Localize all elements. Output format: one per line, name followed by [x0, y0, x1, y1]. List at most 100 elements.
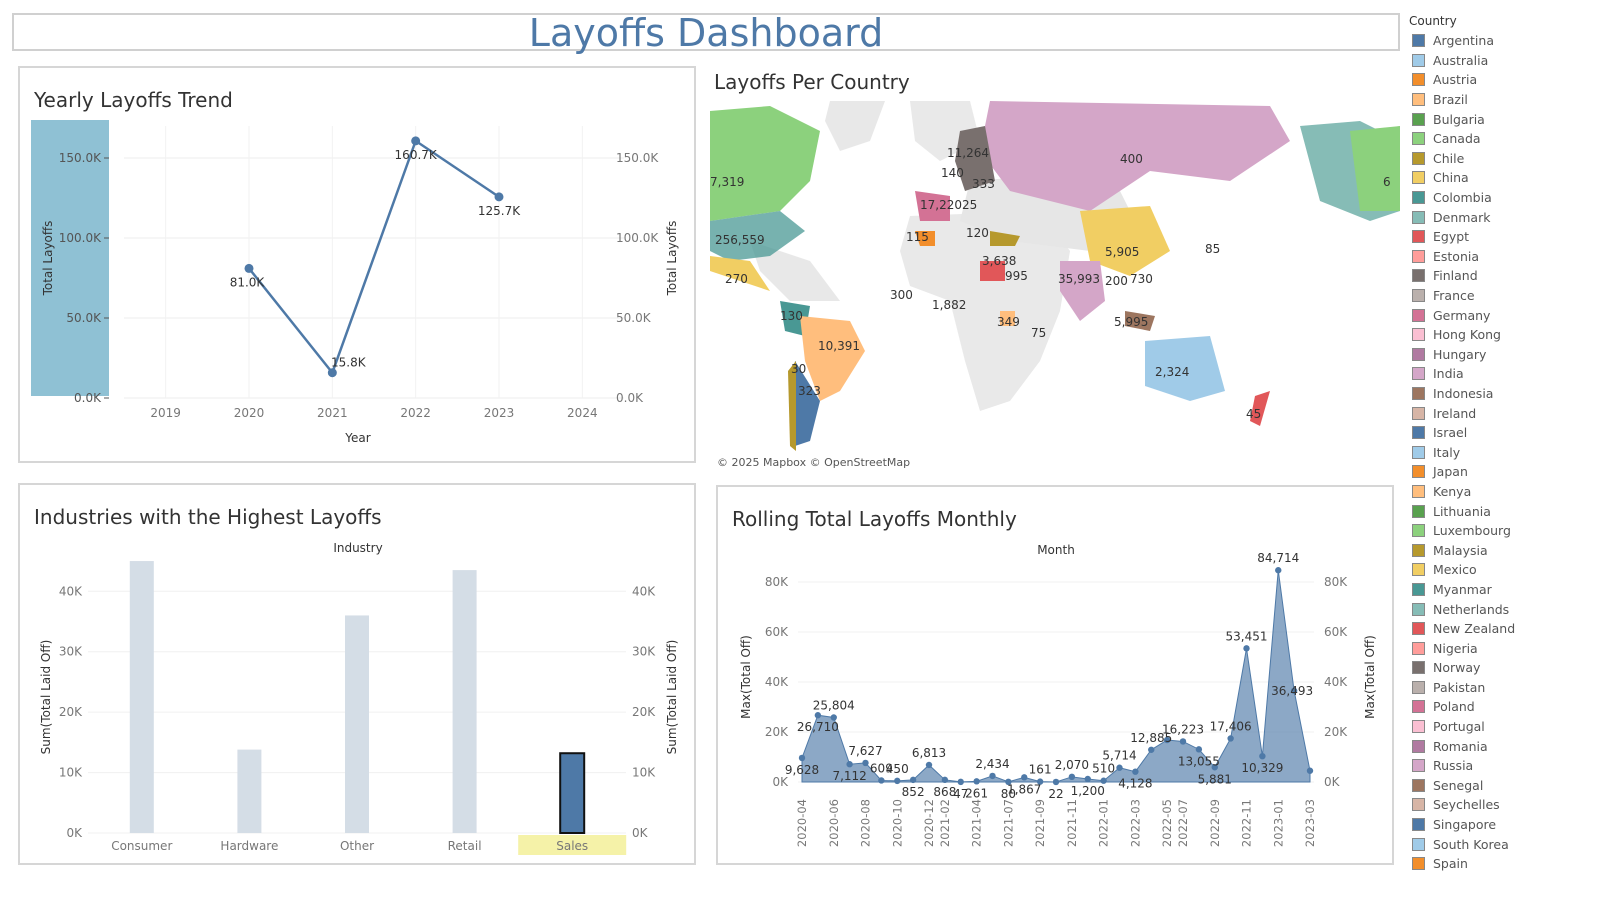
x-axis-title: Year	[344, 431, 370, 445]
legend-item[interactable]: Germany	[1409, 305, 1599, 325]
legend-item[interactable]: Netherlands	[1409, 599, 1599, 619]
legend-item[interactable]: Hong Kong	[1409, 325, 1599, 345]
legend-item[interactable]: Austria	[1409, 70, 1599, 90]
rolling-data-label: 36,493	[1271, 684, 1313, 698]
legend-item[interactable]: Spain	[1409, 854, 1599, 874]
rolling-point	[798, 754, 806, 762]
rolling-point	[1116, 764, 1123, 771]
map-country-label: 1,882	[932, 298, 966, 312]
x-tick-label: 2021	[317, 406, 348, 420]
legend-item[interactable]: Nigeria	[1409, 638, 1599, 658]
trend-point	[411, 136, 421, 146]
yearly-trend-panel[interactable]: Yearly Layoffs Trend 0.0K 0.0K 50.0K 50.0K 1…	[18, 66, 696, 463]
yearly-trend-chart[interactable]: 0.0K 0.0K 50.0K 50.0K 100.0K 100.0K 150.0K 150.…	[20, 68, 696, 463]
rolling-data-label: 1,867	[1007, 782, 1041, 796]
legend-item[interactable]: Russia	[1409, 756, 1599, 776]
legend-item[interactable]: Portugal	[1409, 717, 1599, 737]
rolling-data-label: 1,200	[1071, 784, 1105, 798]
legend-swatch	[1412, 230, 1425, 244]
legend-item[interactable]: Japan	[1409, 462, 1599, 482]
legend-item[interactable]: Colombia	[1409, 188, 1599, 208]
rolling-panel[interactable]: Rolling Total Layoffs Monthly 0K 0K 20K 20K…	[716, 485, 1394, 865]
industry-chart[interactable]: 0K 0K 10K 10K 20K 20K 30K 30K 40K 40K Industry Sum(…	[20, 485, 696, 865]
world-map[interactable]: 400 11,264 140 333 7,319 17,220 25 120 115 256,55…	[710, 101, 1400, 471]
germany-shape	[915, 191, 950, 221]
y-tick-label-left: 20K	[765, 725, 789, 739]
legend-item[interactable]: Seychelles	[1409, 795, 1599, 815]
industry-bar	[345, 615, 369, 833]
legend-swatch	[1412, 328, 1425, 342]
legend-item[interactable]: India	[1409, 364, 1599, 384]
legend-label: Ireland	[1433, 405, 1477, 421]
x-axis-title: Industry	[333, 541, 382, 555]
y-tick-label-left: 150.0K	[59, 151, 102, 165]
legend-label: Brazil	[1433, 92, 1468, 108]
legend-swatch	[1412, 367, 1425, 381]
legend-label: New Zealand	[1433, 621, 1516, 637]
legend-item[interactable]: Kenya	[1409, 482, 1599, 502]
legend-item[interactable]: Finland	[1409, 266, 1599, 286]
x-tick-label: Hardware	[220, 839, 278, 853]
rolling-point	[1179, 738, 1187, 745]
rolling-point	[1148, 746, 1155, 753]
rolling-data-label: 2,434	[975, 757, 1009, 771]
x-tick-label: 2023-01	[1271, 799, 1285, 847]
legend-item[interactable]: Romania	[1409, 736, 1599, 756]
legend-item[interactable]: Ireland	[1409, 403, 1599, 423]
legend-item[interactable]: Estonia	[1409, 247, 1599, 267]
central-america-shape	[750, 241, 840, 301]
legend-item[interactable]: Australia	[1409, 51, 1599, 71]
legend-label: Poland	[1433, 699, 1475, 715]
legend-item[interactable]: Singapore	[1409, 815, 1599, 835]
legend-item[interactable]: Malaysia	[1409, 540, 1599, 560]
legend-item[interactable]: New Zealand	[1409, 619, 1599, 639]
legend-item[interactable]: Brazil	[1409, 90, 1599, 110]
rolling-chart[interactable]: 0K 0K 20K 20K 40K 40K 60K 60K 80K 80K Month Max(Tot…	[718, 487, 1394, 865]
legend-item[interactable]: Bulgaria	[1409, 109, 1599, 129]
legend-item[interactable]: Luxembourg	[1409, 521, 1599, 541]
legend-swatch	[1412, 720, 1425, 734]
y-tick-label-right: 50.0K	[616, 311, 652, 325]
legend-item[interactable]: Canada	[1409, 129, 1599, 149]
rolling-data-label: 161	[1029, 763, 1052, 777]
world-map-svg[interactable]: 400 11,264 140 333 7,319 17,220 25 120 115 256,55…	[710, 101, 1400, 471]
legend-item[interactable]: Lithuania	[1409, 501, 1599, 521]
legend-item[interactable]: Denmark	[1409, 207, 1599, 227]
legend-label: India	[1433, 366, 1464, 382]
rolling-point	[1021, 774, 1028, 781]
legend-swatch	[1412, 249, 1425, 263]
legend-item[interactable]: Pakistan	[1409, 678, 1599, 698]
greenland-shape	[825, 101, 885, 151]
legend-label: Spain	[1433, 856, 1468, 872]
legend-item[interactable]: Israel	[1409, 423, 1599, 443]
legend-item[interactable]: China	[1409, 168, 1599, 188]
legend-item[interactable]: Indonesia	[1409, 384, 1599, 404]
y-tick-label-right: 20K	[1324, 725, 1348, 739]
rolling-data-label: 12,885	[1130, 731, 1172, 745]
map-country-label: 25	[962, 198, 977, 212]
legend-item[interactable]: Senegal	[1409, 776, 1599, 796]
rolling-data-label: 2,070	[1055, 758, 1089, 772]
legend-item[interactable]: South Korea	[1409, 834, 1599, 854]
canada-east-shape	[1350, 126, 1400, 211]
legend-item[interactable]: Poland	[1409, 697, 1599, 717]
trend-data-label: 81.0K	[230, 275, 266, 289]
industry-bar	[559, 752, 586, 834]
legend-items: Argentina Australia Austria Brazil Bulgaria C…	[1409, 31, 1599, 874]
legend-item[interactable]: Argentina	[1409, 31, 1599, 51]
legend-item[interactable]: Myanmar	[1409, 580, 1599, 600]
rolling-data-label: 261	[965, 786, 988, 800]
legend-item[interactable]: Egypt	[1409, 227, 1599, 247]
legend-item[interactable]: Chile	[1409, 149, 1599, 169]
legend-item[interactable]: Italy	[1409, 442, 1599, 462]
legend-item[interactable]: Norway	[1409, 658, 1599, 678]
legend-label: Hungary	[1433, 346, 1487, 362]
legend-item[interactable]: France	[1409, 286, 1599, 306]
map-country-label: 75	[1031, 326, 1046, 340]
legend-item[interactable]: Hungary	[1409, 345, 1599, 365]
industry-panel[interactable]: Industries with the Highest Layoffs 0K 0K…	[18, 483, 696, 865]
indonesia-shape	[1125, 311, 1155, 331]
y-tick-label-left: 100.0K	[59, 231, 102, 245]
legend-item[interactable]: Mexico	[1409, 560, 1599, 580]
map-country-label: 256,559	[715, 233, 765, 247]
